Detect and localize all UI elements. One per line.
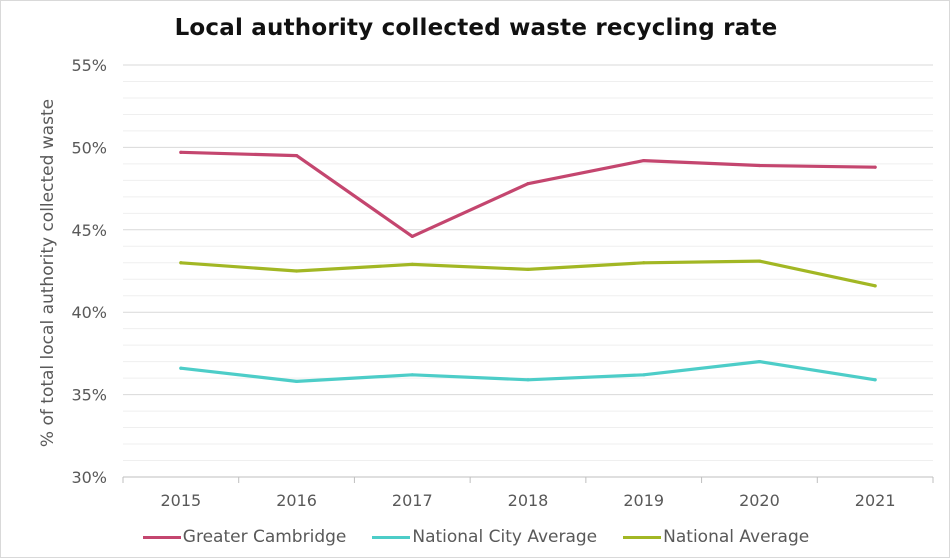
data-point bbox=[526, 378, 530, 382]
data-point bbox=[873, 284, 877, 288]
data-point bbox=[294, 379, 299, 384]
x-tick-label: 2019 bbox=[623, 491, 664, 510]
chart-title: Local authority collected waste recyclin… bbox=[174, 15, 778, 41]
data-point bbox=[410, 262, 414, 267]
legend-item: Greater Cambridge bbox=[142, 527, 347, 547]
axes bbox=[122, 476, 934, 483]
data-point bbox=[410, 373, 414, 377]
legend-label: National Average bbox=[663, 527, 810, 547]
tick-labels: 30% 35% 40% 45% 50% 55% 2015 2016 2017 2018 2019 20… bbox=[71, 56, 895, 510]
legend-swatch bbox=[623, 535, 662, 539]
gridlines bbox=[123, 64, 933, 462]
legend-label: Greater Cambridge bbox=[182, 527, 347, 547]
x-tick-label: 2018 bbox=[508, 491, 549, 510]
data-point bbox=[873, 165, 877, 169]
legend-item: National Average bbox=[623, 527, 809, 547]
data-point bbox=[757, 163, 762, 168]
series-line-greater-cambridge bbox=[179, 150, 877, 238]
legend: Greater Cambridge National City Average Na… bbox=[1, 524, 950, 550]
series-line-national-average bbox=[179, 259, 877, 288]
data-point bbox=[410, 234, 414, 238]
data-point bbox=[526, 267, 530, 271]
legend-swatch bbox=[372, 535, 411, 539]
x-tick-label: 2017 bbox=[392, 491, 433, 510]
y-tick-label: 45% bbox=[71, 221, 107, 240]
y-tick-label: 40% bbox=[71, 303, 107, 322]
series-lines bbox=[179, 150, 877, 384]
legend-item: National City Average bbox=[372, 527, 597, 547]
data-point bbox=[642, 158, 646, 163]
data-point bbox=[179, 261, 183, 265]
y-tick-label: 35% bbox=[71, 386, 107, 405]
data-point bbox=[179, 366, 183, 370]
data-point bbox=[526, 182, 530, 186]
legend-swatch bbox=[142, 535, 181, 539]
y-tick-label: 30% bbox=[71, 468, 107, 487]
x-tick-label: 2016 bbox=[276, 491, 317, 510]
y-tick-label: 50% bbox=[71, 138, 107, 157]
data-point bbox=[757, 360, 762, 364]
data-point bbox=[757, 259, 762, 263]
data-point bbox=[642, 261, 646, 265]
x-tick-label: 2015 bbox=[160, 491, 201, 510]
data-point bbox=[642, 373, 646, 377]
data-point bbox=[294, 269, 299, 273]
x-tick-label: 2020 bbox=[739, 491, 780, 510]
legend-label: National City Average bbox=[412, 527, 598, 547]
data-point bbox=[179, 150, 183, 154]
data-point bbox=[294, 154, 299, 158]
y-tick-label: 55% bbox=[71, 56, 107, 75]
data-point bbox=[873, 378, 877, 382]
x-tick-label: 2021 bbox=[855, 491, 896, 510]
